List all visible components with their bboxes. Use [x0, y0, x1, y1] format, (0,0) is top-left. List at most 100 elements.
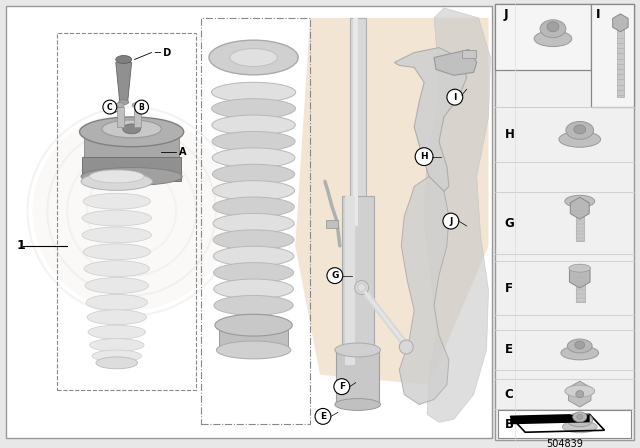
Ellipse shape: [574, 125, 586, 134]
Ellipse shape: [213, 213, 294, 233]
Text: J: J: [504, 9, 508, 22]
Text: I: I: [596, 9, 600, 22]
Text: F: F: [339, 382, 345, 391]
Ellipse shape: [335, 399, 380, 410]
Bar: [591, 4, 634, 107]
Ellipse shape: [214, 279, 293, 299]
Ellipse shape: [216, 341, 291, 359]
Ellipse shape: [563, 421, 597, 433]
Ellipse shape: [90, 170, 144, 183]
Ellipse shape: [576, 391, 584, 397]
Text: E: E: [504, 344, 513, 357]
Bar: [116, 107, 124, 127]
Ellipse shape: [399, 340, 413, 354]
Text: H: H: [504, 128, 515, 141]
Polygon shape: [510, 414, 589, 424]
Circle shape: [334, 379, 349, 395]
Bar: [6, 6, 492, 438]
Ellipse shape: [119, 99, 129, 104]
Bar: [219, 330, 288, 350]
Circle shape: [134, 100, 148, 114]
Ellipse shape: [212, 148, 295, 168]
Ellipse shape: [213, 246, 294, 266]
Bar: [499, 410, 631, 438]
Bar: [326, 220, 338, 228]
Ellipse shape: [335, 343, 380, 357]
Ellipse shape: [83, 194, 150, 209]
Ellipse shape: [565, 195, 595, 207]
Ellipse shape: [567, 339, 592, 353]
Ellipse shape: [81, 172, 152, 190]
Text: ─ D: ─ D: [154, 47, 172, 57]
Ellipse shape: [212, 99, 296, 119]
Bar: [201, 18, 310, 424]
Ellipse shape: [534, 31, 572, 47]
Bar: [576, 276, 585, 302]
Text: 504839: 504839: [547, 439, 583, 448]
Text: 1: 1: [17, 239, 26, 252]
Polygon shape: [295, 18, 488, 385]
Ellipse shape: [566, 121, 594, 139]
Text: C: C: [107, 103, 113, 112]
Bar: [495, 4, 634, 440]
Ellipse shape: [577, 414, 583, 419]
Ellipse shape: [565, 385, 595, 397]
Ellipse shape: [230, 48, 277, 66]
Ellipse shape: [355, 280, 369, 294]
Ellipse shape: [83, 244, 150, 260]
Circle shape: [443, 213, 459, 229]
Bar: [618, 25, 625, 97]
Ellipse shape: [214, 295, 293, 315]
Text: B: B: [504, 418, 513, 431]
Text: F: F: [504, 281, 513, 294]
Text: B: B: [139, 103, 145, 112]
Ellipse shape: [88, 325, 145, 339]
Ellipse shape: [102, 120, 161, 138]
Ellipse shape: [86, 294, 147, 310]
Ellipse shape: [92, 350, 141, 362]
Ellipse shape: [116, 56, 132, 64]
Text: H: H: [420, 152, 428, 161]
Bar: [57, 33, 196, 390]
Ellipse shape: [82, 210, 152, 226]
Circle shape: [327, 267, 343, 284]
Ellipse shape: [212, 197, 294, 217]
Ellipse shape: [132, 103, 141, 108]
Bar: [462, 50, 476, 57]
Polygon shape: [424, 8, 490, 422]
Ellipse shape: [358, 284, 365, 292]
Ellipse shape: [540, 20, 566, 38]
Ellipse shape: [85, 278, 148, 293]
Ellipse shape: [212, 131, 295, 151]
Ellipse shape: [82, 227, 152, 243]
Polygon shape: [394, 47, 467, 191]
Text: E: E: [320, 412, 326, 421]
Text: G: G: [504, 216, 514, 229]
Ellipse shape: [115, 103, 124, 108]
Ellipse shape: [212, 164, 295, 184]
Ellipse shape: [211, 82, 296, 102]
Text: I: I: [453, 93, 456, 102]
Ellipse shape: [81, 168, 182, 185]
Polygon shape: [116, 62, 132, 102]
Bar: [342, 196, 374, 365]
Bar: [345, 196, 355, 365]
Ellipse shape: [213, 230, 294, 250]
Text: C: C: [504, 388, 513, 401]
Ellipse shape: [215, 314, 292, 336]
Ellipse shape: [90, 339, 144, 351]
Bar: [349, 18, 365, 226]
Circle shape: [447, 89, 463, 105]
Circle shape: [315, 409, 331, 424]
Ellipse shape: [214, 263, 294, 283]
Text: A: A: [179, 146, 187, 157]
Ellipse shape: [87, 310, 147, 325]
Bar: [134, 107, 141, 127]
Bar: [82, 157, 181, 181]
Circle shape: [103, 100, 116, 114]
Ellipse shape: [84, 261, 150, 276]
Text: J: J: [449, 216, 452, 226]
Polygon shape: [399, 177, 449, 405]
Ellipse shape: [547, 22, 559, 32]
Ellipse shape: [96, 357, 138, 369]
